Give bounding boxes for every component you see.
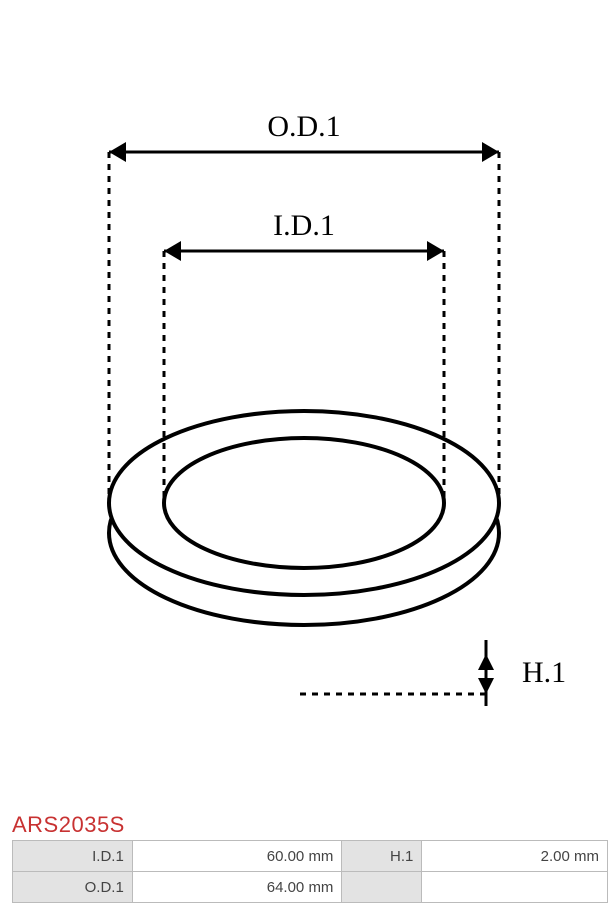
spec-value-id: 60.00 mm — [132, 841, 342, 872]
ring-inner-top — [164, 438, 444, 568]
h-label: H.1 — [522, 656, 566, 689]
h-arrow-top — [478, 654, 494, 670]
id-arrow-left — [164, 241, 181, 261]
od-arrow-left — [109, 142, 126, 162]
id-label: I.D.1 — [273, 209, 335, 242]
spec-value-od: 64.00 mm — [132, 872, 342, 903]
spec-table: I.D.1 60.00 mm H.1 2.00 mm O.D.1 64.00 m… — [12, 840, 608, 903]
spec-label-h: H.1 — [342, 841, 422, 872]
diagram-svg: O.D.1 I.D.1 H.1 — [0, 0, 608, 800]
id-arrow-right — [427, 241, 444, 261]
spec-value-h: 2.00 mm — [422, 841, 608, 872]
od-arrow-right — [482, 142, 499, 162]
dimension-diagram: O.D.1 I.D.1 H.1 — [0, 0, 608, 800]
h-arrow-bottom — [478, 678, 494, 694]
table-row: O.D.1 64.00 mm — [13, 872, 608, 903]
spec-label-id: I.D.1 — [13, 841, 133, 872]
part-number: ARS2035S — [12, 812, 125, 838]
spec-label-od: O.D.1 — [13, 872, 133, 903]
spec-label-empty — [342, 872, 422, 903]
spec-value-empty — [422, 872, 608, 903]
table-row: I.D.1 60.00 mm H.1 2.00 mm — [13, 841, 608, 872]
od-label: O.D.1 — [267, 110, 340, 143]
